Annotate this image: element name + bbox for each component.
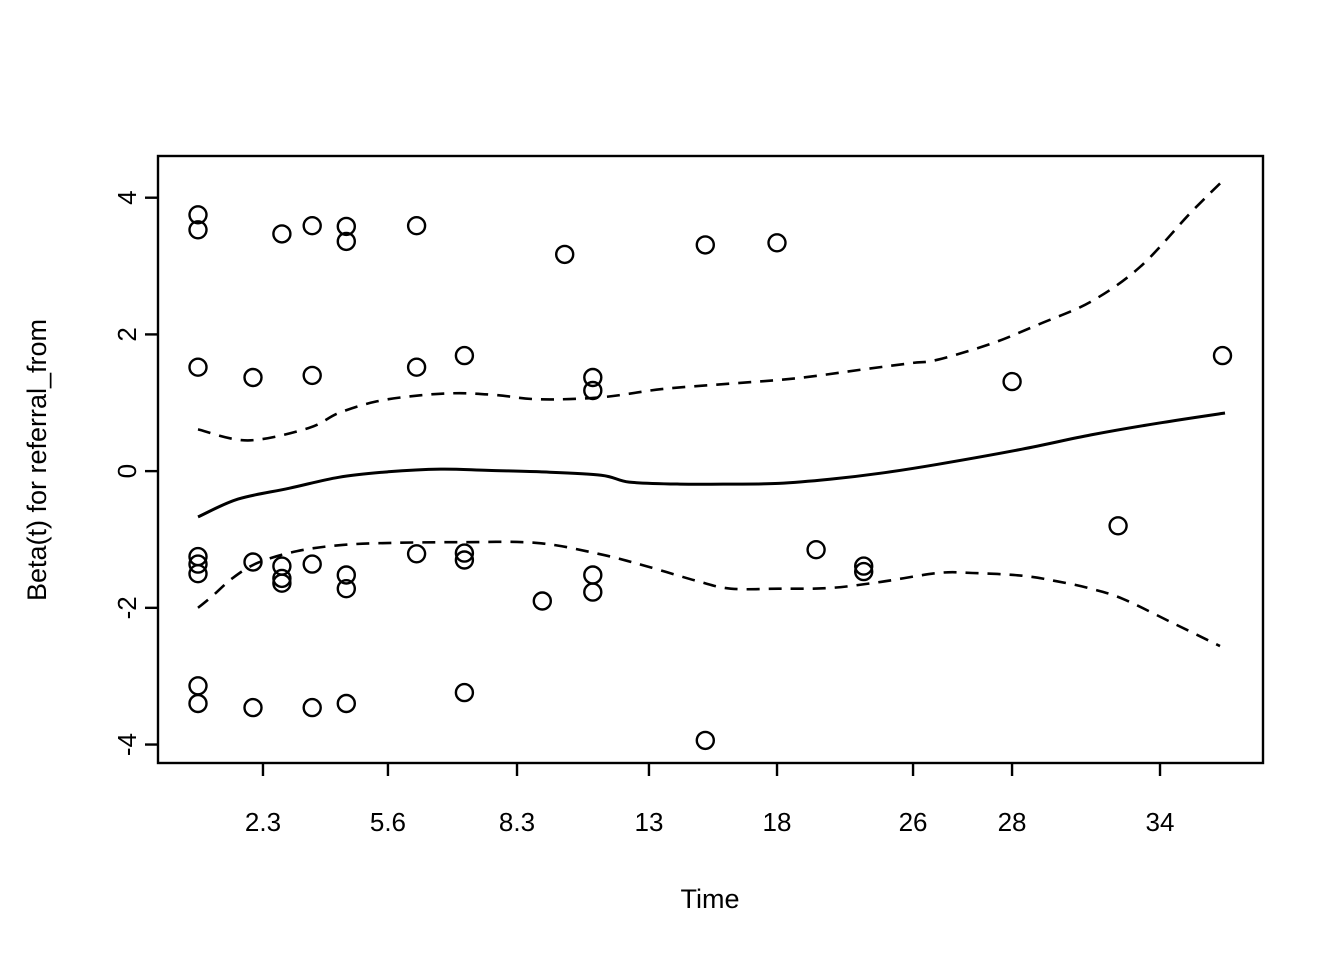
upper-confidence-band [197,177,1226,442]
residual-point [555,244,575,265]
residual-point [243,697,263,718]
x-axis-title: Time [681,884,740,914]
residual-point [336,231,356,252]
residual-point [272,224,292,244]
residual-point [302,554,322,574]
x-tick-label: 5.6 [370,807,406,837]
residual-point [188,676,208,696]
residual-point [532,591,552,611]
residual-point [336,565,356,585]
plot-border [156,154,1265,765]
residual-point [336,579,356,599]
residual-point [583,367,603,388]
residual-point [302,365,322,386]
residual-point [188,220,208,240]
residual-point [583,565,603,585]
fit-line-group [197,411,1226,519]
residual-point [188,693,208,714]
x-tick-label: 34 [1146,807,1175,837]
x-tick-label: 8.3 [499,807,535,837]
fit-line [197,411,1226,519]
confidence-bands-group [197,177,1226,648]
residual-point [188,564,208,584]
residual-point [188,357,208,377]
residual-point [854,561,874,582]
residual-point [454,682,475,703]
residual-point [1108,516,1128,536]
residual-point [188,554,208,574]
y-tick-label: 4 [112,190,142,204]
x-tick-label: 2.3 [245,807,281,837]
residual-point [767,233,787,253]
residual-point [454,345,475,366]
residual-point [583,380,603,401]
residual-point [695,235,715,255]
residual-point [302,215,322,236]
residual-point [336,693,356,714]
residual-point [406,215,427,236]
residual-point [806,540,826,560]
residual-point [188,205,208,225]
y-tick-label: -2 [112,596,142,619]
residual-point [406,357,427,377]
residual-point [243,367,263,388]
y-axis-title: Beta(t) for referral_from [22,319,52,601]
residual-point [854,556,874,576]
plot-box-group [156,154,1265,765]
residual-point [272,568,292,589]
residual-point [406,544,427,564]
x-tick-label: 26 [899,807,928,837]
residual-point [454,543,475,563]
residual-point [243,552,263,572]
x-axis-group: 2.3 5.6 8.3 13 18 26 28 34 [245,763,1175,837]
residual-point [272,573,292,593]
residual-point [583,582,603,602]
lower-confidence-band [197,540,1221,648]
y-tick-label: 2 [112,327,142,341]
residual-point [695,730,715,751]
x-tick-label: 28 [998,807,1027,837]
residual-point [1002,371,1022,392]
residual-point [302,697,322,718]
residual-point [1212,345,1233,366]
residual-point [454,550,475,570]
y-axis-group: -4 -2 0 2 4 [112,190,158,756]
x-tick-label: 18 [763,807,792,837]
y-tick-label: -4 [112,733,142,756]
scatter-points-group [188,205,1233,751]
residual-point [336,216,356,237]
y-tick-label: 0 [112,464,142,478]
x-tick-label: 13 [634,807,663,837]
